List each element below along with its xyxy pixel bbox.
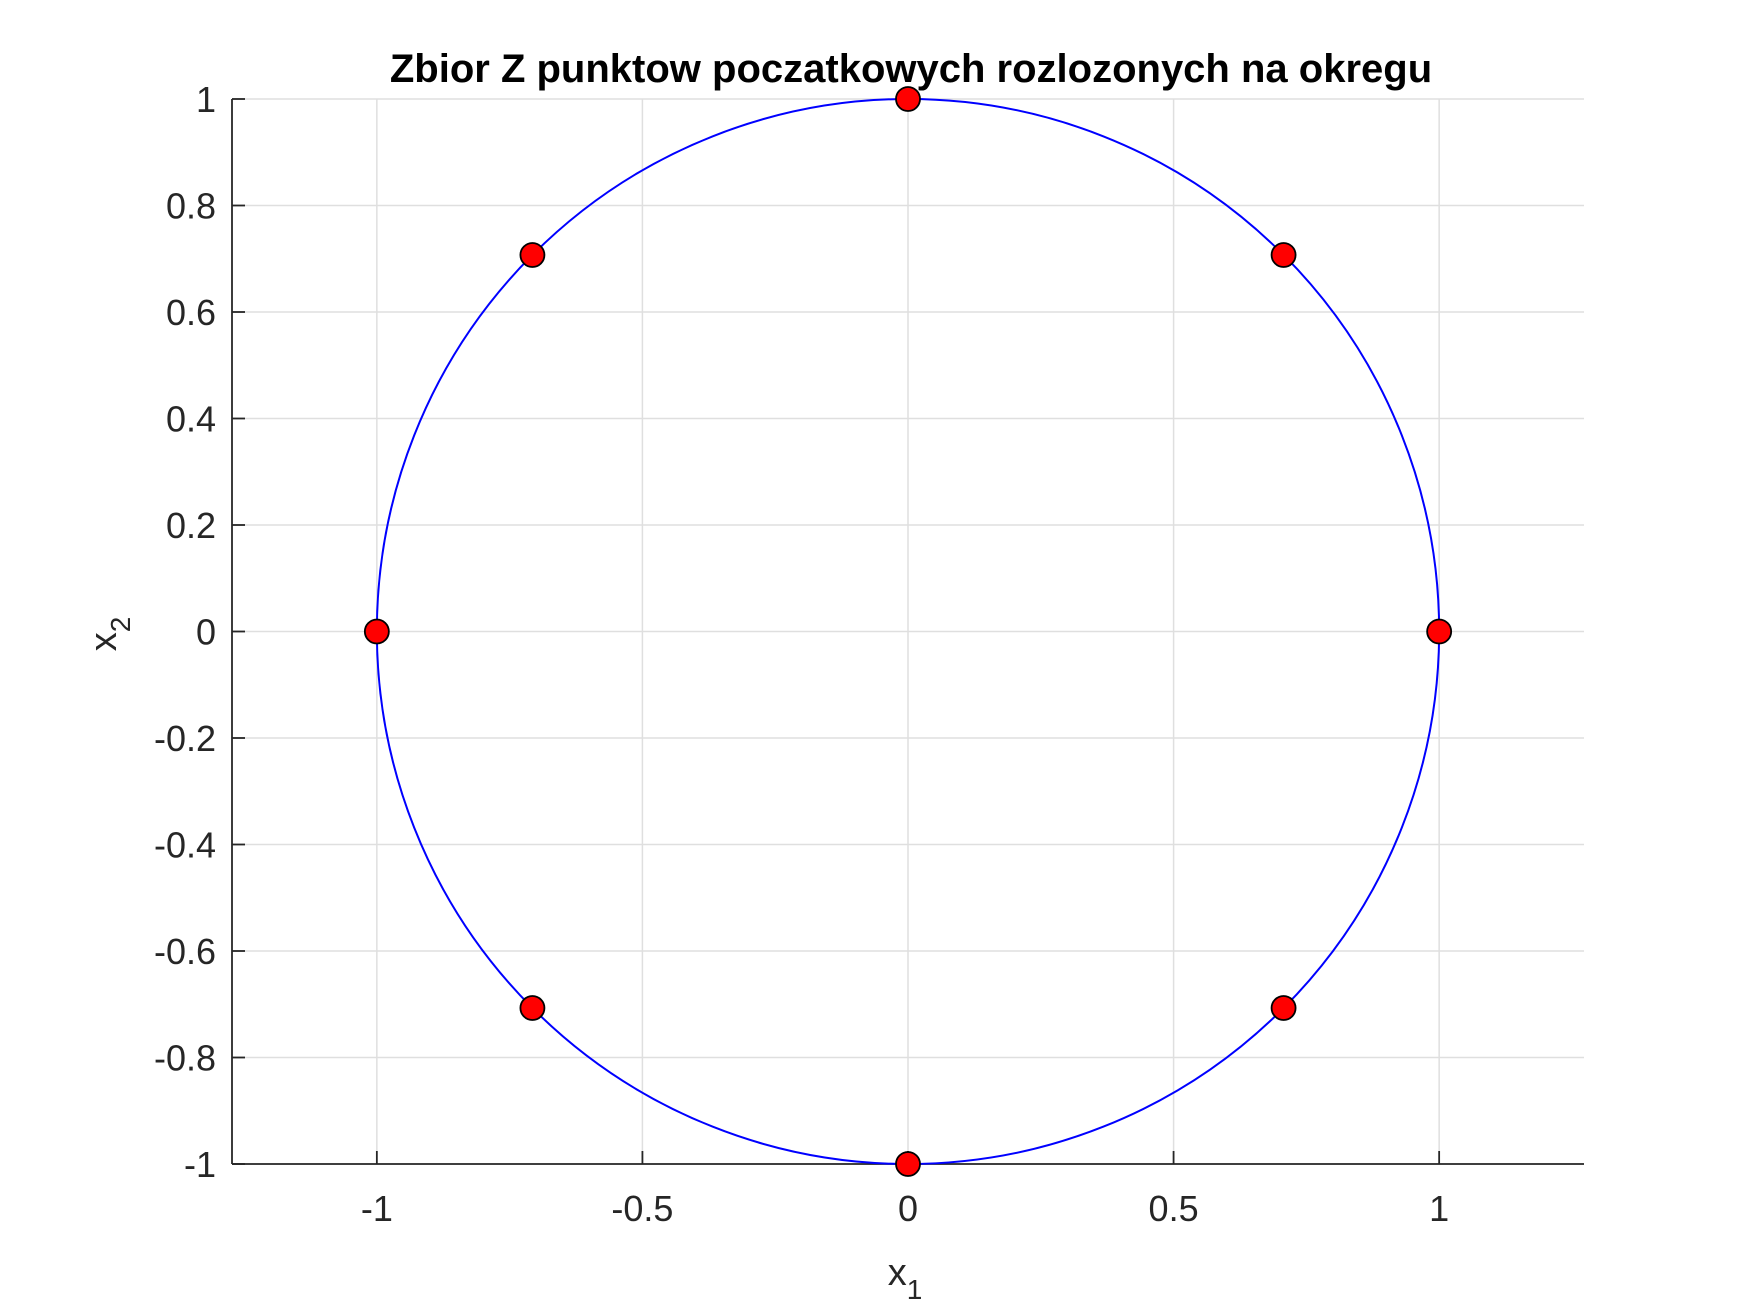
- data-point-7: [1270, 995, 1297, 1021]
- chart-title: Zbior Z punktow poczatkowych rozlozonych…: [390, 47, 1432, 91]
- data-point-2: [895, 86, 921, 112]
- y-tick-label-4: -0.2: [154, 718, 216, 759]
- y-axis-label-sub: 2: [105, 617, 136, 633]
- y-tick-label-0: -1: [184, 1144, 216, 1185]
- y-tick-label-10: 1: [196, 79, 216, 120]
- x-tick-label-3: 0.5: [1149, 1188, 1199, 1229]
- y-tick-label-2: -0.6: [154, 931, 216, 972]
- tick-labels: -1 -0.5 0 0.5 1 -1 -0.8 -0.6 -0.4 -0.2 0 0.2 0.4 0.6 0…: [154, 79, 1449, 1229]
- x-axis-label-sub: 1: [907, 1274, 923, 1305]
- x-tick-label-0: -1: [361, 1188, 393, 1229]
- x-axis-label: x1: [888, 1252, 923, 1305]
- y-axis-label: x2: [83, 617, 136, 652]
- y-tick-label-9: 0.8: [166, 186, 216, 227]
- y-tick-label-6: 0.2: [166, 505, 216, 546]
- x-axis-label-base: x: [888, 1252, 907, 1294]
- data-point-6: [895, 1151, 921, 1177]
- y-tick-label-1: -0.8: [154, 1038, 216, 1079]
- data-point-1: [1270, 242, 1297, 268]
- y-axis-label-base: x: [83, 632, 125, 651]
- data-point-3: [519, 242, 546, 268]
- data-point-0: [1426, 618, 1453, 645]
- x-tick-label-1: -0.5: [611, 1188, 673, 1229]
- data-point-5: [519, 995, 546, 1021]
- y-tick-label-7: 0.4: [166, 399, 216, 440]
- points-layer: [363, 86, 1453, 1177]
- y-tick-label-5: 0: [196, 612, 216, 653]
- x-tick-label-2: 0: [898, 1188, 918, 1229]
- data-point-4: [363, 618, 390, 645]
- x-tick-label-4: 1: [1429, 1188, 1449, 1229]
- y-tick-label-8: 0.6: [166, 292, 216, 333]
- y-tick-label-3: -0.4: [154, 825, 216, 866]
